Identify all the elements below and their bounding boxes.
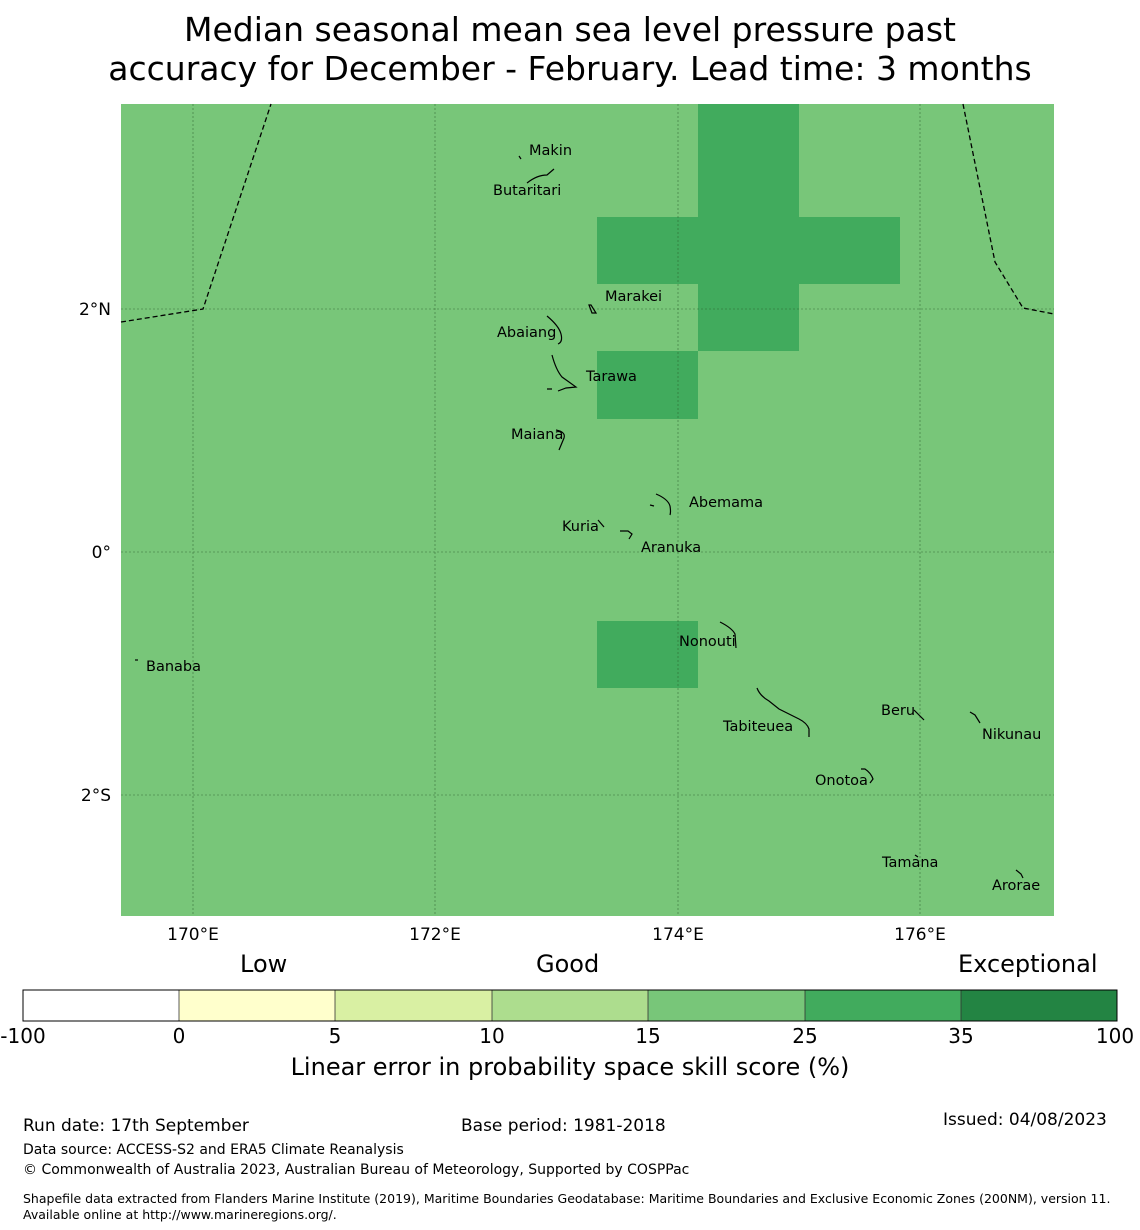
- shapefile-credit: Shapefile data extracted from Flanders M…: [23, 1191, 1111, 1222]
- lon-tick-label: 172°E: [409, 925, 461, 945]
- island-label: Kuria: [562, 519, 599, 535]
- title-line-1: Median seasonal mean sea level pressure …: [184, 10, 956, 49]
- island-label: Abaiang: [497, 325, 556, 341]
- run-date: Run date: 17th September: [23, 1116, 249, 1136]
- lat-tick-label: 0°: [92, 543, 111, 563]
- map-panel: Makin Butaritari Marakei Abaiang Tarawa …: [79, 103, 1055, 945]
- island-outlines: [135, 155, 1024, 879]
- colorbar-tick: -100: [0, 1024, 46, 1048]
- colorbar-category-low: Low: [240, 950, 288, 978]
- island-label: Banaba: [146, 659, 201, 675]
- colorbar-frame: [22, 989, 1118, 1022]
- gridlines: [121, 104, 1054, 916]
- title-line-2: accuracy for December - February. Lead t…: [108, 49, 1032, 88]
- colorbar-tick: 0: [172, 1024, 186, 1048]
- island-label: Abemama: [689, 495, 763, 511]
- colorbar-segment: [961, 990, 1117, 1021]
- issued-date: Issued: 04/08/2023: [943, 1110, 1107, 1130]
- island-label: Beru: [881, 703, 915, 719]
- island-label: Aranuka: [641, 540, 701, 556]
- lon-tick-label: 176°E: [894, 925, 946, 945]
- colorbar-segment: [23, 990, 179, 1021]
- colorbar-tick: 100: [1095, 1024, 1135, 1048]
- copyright: © Commonwealth of Australia 2023, Austra…: [23, 1162, 690, 1178]
- island-label: Nikunau: [982, 727, 1041, 743]
- lon-tick-label: 170°E: [167, 925, 219, 945]
- colorbar-tick: 5: [328, 1024, 342, 1048]
- skill-cell-cross: [597, 217, 900, 284]
- base-period: Base period: 1981-2018: [461, 1116, 666, 1136]
- island-label: Butaritari: [493, 183, 561, 199]
- colorbar-category-exceptional: Exceptional: [958, 950, 1098, 978]
- island-label: Nonouti: [679, 634, 736, 650]
- lat-tick-label: 2°S: [81, 786, 111, 806]
- data-source: Data source: ACCESS-S2 and ERA5 Climate …: [23, 1142, 404, 1158]
- colorbar-segments: [23, 990, 1117, 1021]
- colorbar-category-good: Good: [536, 950, 600, 978]
- colorbar-segment: [492, 990, 648, 1021]
- skill-cell-tarawa: [597, 351, 698, 419]
- eez-boundary: [120, 103, 1055, 323]
- colorbar-segment: [648, 990, 805, 1021]
- island-label: Tamana: [881, 855, 938, 871]
- colorbar-segment: [179, 990, 335, 1021]
- island-label: Arorae: [992, 878, 1040, 894]
- skill-cell-nonouti: [597, 621, 698, 688]
- colorbar-tick: 25: [792, 1024, 818, 1048]
- lat-tick-label: 2°N: [79, 300, 111, 320]
- lon-tick-label: 174°E: [652, 925, 704, 945]
- island-label: Tarawa: [585, 369, 637, 385]
- island-label: Makin: [529, 143, 572, 159]
- island-label: Marakei: [605, 289, 662, 305]
- chart-title: Median seasonal mean sea level pressure …: [0, 10, 1140, 88]
- island-label: Maiana: [511, 427, 563, 443]
- map-background: [121, 104, 1054, 916]
- colorbar-tick: 15: [635, 1024, 661, 1048]
- island-label: Onotoa: [815, 773, 868, 789]
- colorbar-segment: [335, 990, 492, 1021]
- colorbar-label: Linear error in probability space skill …: [290, 1053, 850, 1081]
- colorbar-tick: 35: [948, 1024, 974, 1048]
- colorbar-tick: 10: [479, 1024, 505, 1048]
- colorbar-segment: [805, 990, 961, 1021]
- island-label: Tabiteuea: [722, 719, 793, 735]
